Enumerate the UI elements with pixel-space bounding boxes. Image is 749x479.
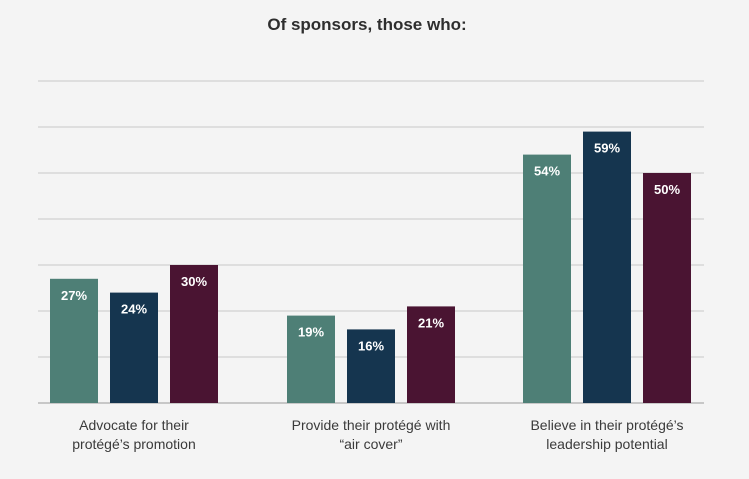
bar-3-1 [523, 154, 571, 403]
bar-value-label: 19% [298, 325, 324, 340]
bar-value-label: 54% [534, 164, 560, 179]
bar-value-label: 59% [594, 141, 620, 156]
bar-3-2 [583, 131, 631, 403]
category-label: Advocate for their protégé’s promotion [72, 417, 195, 452]
category-label: Provide their protégé with “air cover” [292, 417, 451, 452]
category-label-line: “air cover” [339, 436, 402, 452]
bar-2-1 [287, 315, 335, 403]
category-label-line: leadership potential [546, 436, 667, 452]
category-label-line: Believe in their protégé’s [530, 417, 683, 433]
category-label-line: protégé’s promotion [72, 436, 195, 452]
category-labels: Advocate for their protégé’s promotion Pro… [72, 417, 683, 452]
bar-value-label: 21% [418, 315, 444, 330]
bar-2-3 [407, 306, 455, 403]
bar-value-label: 24% [121, 302, 147, 317]
bar-1-3 [170, 265, 218, 403]
bars: 27% 24% 30% 19% 16% 21% 54% 59% 50% [50, 131, 691, 403]
bar-3-3 [643, 173, 691, 403]
bar-value-label: 30% [181, 274, 207, 289]
category-label-line: Advocate for their [79, 417, 189, 433]
chart-title: Of sponsors, those who: [267, 15, 466, 34]
category-label-line: Provide their protégé with [292, 417, 451, 433]
bar-1-1 [50, 278, 98, 403]
bar-1-2 [110, 292, 158, 403]
bar-value-label: 27% [61, 288, 87, 303]
bar-value-label: 50% [654, 182, 680, 197]
bar-value-label: 16% [358, 338, 384, 353]
bar-2-2 [347, 329, 395, 403]
category-label: Believe in their protégé’s leadership pot… [530, 417, 683, 452]
